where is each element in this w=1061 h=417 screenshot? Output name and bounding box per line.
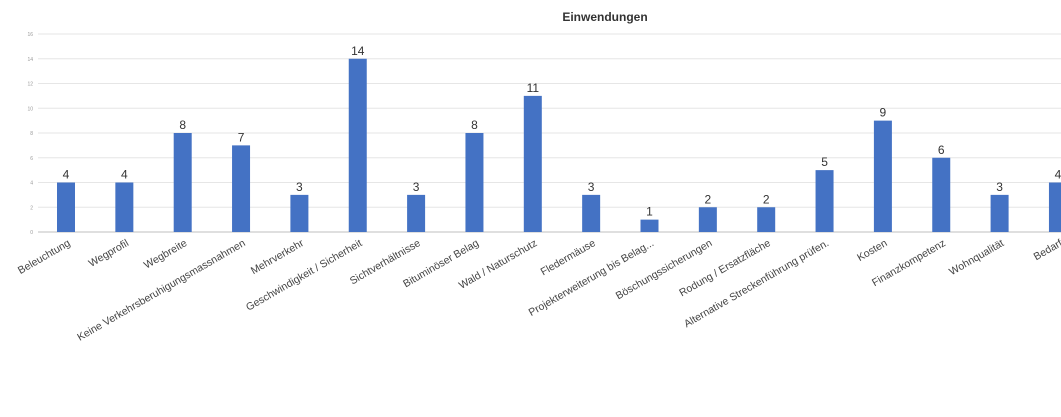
data-label: 3 <box>588 180 595 194</box>
data-label: 4 <box>1055 168 1061 182</box>
bar <box>173 133 192 232</box>
data-label: 4 <box>121 168 128 182</box>
bar <box>523 95 542 232</box>
category-label: Wohnqualität <box>947 237 1006 278</box>
y-tick-label: 0 <box>30 230 33 236</box>
data-label: 9 <box>880 106 887 120</box>
bar <box>582 194 601 232</box>
y-tick-label: 16 <box>27 32 33 38</box>
category-label: Geschwindigkeit / Sicherheit <box>244 237 364 313</box>
bar <box>232 145 251 232</box>
bar <box>407 194 426 232</box>
category-label: Böschungssicherungen <box>614 237 715 302</box>
bar <box>932 157 951 232</box>
bar <box>115 182 134 232</box>
bar <box>698 207 717 232</box>
bar <box>990 194 1009 232</box>
y-tick-label: 12 <box>27 82 33 88</box>
data-label: 3 <box>413 180 420 194</box>
bar <box>465 133 484 232</box>
bar <box>348 58 367 232</box>
category-label: Kosten <box>855 237 889 264</box>
y-tick-label: 6 <box>30 156 33 162</box>
y-tick-label: 2 <box>30 205 33 211</box>
data-label: 8 <box>179 118 186 132</box>
chart-title: Einwendungen <box>562 10 647 24</box>
data-label: 2 <box>763 192 770 206</box>
data-label: 3 <box>296 180 303 194</box>
data-label: 11 <box>527 81 540 95</box>
data-label: 4 <box>63 168 70 182</box>
bar <box>57 182 75 232</box>
bar <box>757 207 776 232</box>
data-label: 8 <box>471 118 478 132</box>
data-label: 5 <box>821 155 828 169</box>
category-label: Beleuchtung <box>16 237 73 277</box>
bar <box>290 194 309 232</box>
y-tick-label: 10 <box>27 106 33 112</box>
category-label: Bedarf <box>1032 237 1061 263</box>
bar <box>640 219 659 232</box>
data-label: 2 <box>705 192 712 206</box>
category-label: Wegprofil <box>87 237 131 269</box>
data-label: 14 <box>351 44 365 58</box>
bar <box>1048 182 1061 232</box>
bar <box>815 170 834 232</box>
data-label: 6 <box>938 143 945 157</box>
data-label: 7 <box>238 130 245 144</box>
y-tick-label: 4 <box>30 181 33 187</box>
y-tick-label: 8 <box>30 131 33 137</box>
category-label: Wegbreite <box>142 237 189 271</box>
y-tick-label: 14 <box>27 57 33 63</box>
data-label: 3 <box>996 180 1003 194</box>
data-label: 1 <box>646 205 653 219</box>
bar <box>873 120 892 232</box>
